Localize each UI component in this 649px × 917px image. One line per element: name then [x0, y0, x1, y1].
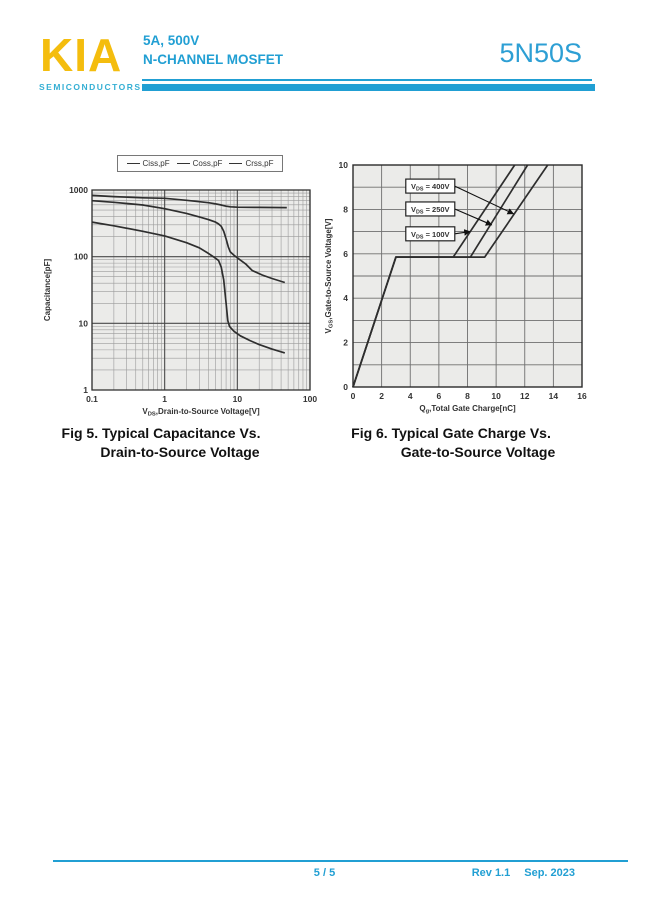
fig6-annotation-= 100V: VDS = 100V [405, 226, 471, 242]
spec-line2: N-CHANNEL MOSFET [143, 52, 283, 67]
footer-rule [53, 860, 628, 862]
svg-text:0.1: 0.1 [86, 394, 98, 404]
svg-text:2: 2 [379, 391, 384, 401]
fig5-curve-Coss [91, 199, 286, 284]
svg-text:1000: 1000 [69, 185, 88, 195]
legend-label: Crss,pF [245, 159, 274, 168]
svg-text:10: 10 [491, 391, 501, 401]
legend-line-sample [229, 163, 243, 164]
header-rule-thin [142, 79, 592, 81]
svg-text:VGS,Gate-to-Source Voltage[V]: VGS,Gate-to-Source Voltage[V] [324, 218, 335, 333]
logo-subtitle: SEMICONDUCTORS [39, 82, 142, 92]
fig5-curve-Ciss [91, 194, 287, 209]
svg-text:4: 4 [408, 391, 413, 401]
legend-line-sample [176, 163, 190, 164]
svg-text:VDS,Drain-to-Source Voltage[V]: VDS,Drain-to-Source Voltage[V] [142, 407, 260, 418]
fig6-annotation-= 250V: VDS = 250V [405, 201, 493, 226]
svg-text:12: 12 [520, 391, 530, 401]
rev-date: Sep. 2023 [524, 867, 575, 879]
svg-text:8: 8 [343, 204, 348, 214]
svg-text:Capacitance[pF]: Capacitance[pF] [43, 259, 52, 322]
legend-line-sample [126, 163, 140, 164]
svg-text:16: 16 [577, 391, 587, 401]
legend-label: Ciss,pF [142, 159, 170, 168]
svg-text:1: 1 [162, 394, 167, 404]
svg-text:100: 100 [74, 252, 88, 262]
svg-text:10: 10 [233, 394, 243, 404]
spec-line1: 5A, 500V [143, 33, 200, 48]
svg-text:Qg,Total Gate Charge[nC]: Qg,Total Gate Charge[nC] [419, 404, 516, 415]
fig6-caption-line2: Gate-to-Source Voltage [400, 444, 556, 460]
device-spec: 5A, 500V N-CHANNEL MOSFET [143, 31, 283, 69]
fig6-curve-V400V [352, 164, 549, 388]
svg-text:VDS = 250V: VDS = 250V [411, 205, 450, 216]
svg-text:6: 6 [437, 391, 442, 401]
legend-label: Coss,pF [192, 159, 223, 168]
legend-item-Ciss: Ciss,pF [126, 159, 170, 168]
svg-text:VDS = 400V: VDS = 400V [411, 182, 450, 193]
rev-label: Rev 1.1 [471, 867, 511, 879]
svg-text:VDS = 100V: VDS = 100V [411, 230, 450, 241]
fig5-plot-area [92, 190, 310, 390]
kia-logo: KIA [40, 29, 123, 81]
svg-text:100: 100 [303, 394, 317, 404]
revision-info: Rev 1.1 Sep. 2023 [472, 867, 575, 879]
svg-text:14: 14 [549, 391, 559, 401]
fig5-caption: Fig 5. Typical Capacitance Vs. Drain-to-… [35, 424, 325, 462]
page-number: 5 / 5 [313, 867, 336, 879]
fig6-gate-charge-chart: VDS = 400V VDS = 250V VDS = 100V 0 2 4 6 8 10 0 2 4… [324, 160, 587, 415]
svg-text:1: 1 [83, 385, 88, 395]
fig5-caption-line1: Fig 5. Typical Capacitance Vs. [61, 425, 261, 441]
svg-text:6: 6 [343, 249, 348, 259]
fig6-caption: Fig 6. Typical Gate Charge Vs. Gate-to-S… [330, 424, 620, 462]
fig5-curve-Crss [91, 221, 286, 354]
svg-text:2: 2 [343, 338, 348, 348]
fig6-annotation-= 400V: VDS = 400V [405, 178, 515, 215]
header-rule-thick [142, 84, 595, 91]
legend-item-Crss: Crss,pF [229, 159, 273, 168]
svg-text:8: 8 [465, 391, 470, 401]
legend-item-Coss: Coss,pF [176, 159, 223, 168]
svg-text:10: 10 [79, 318, 89, 328]
svg-text:0: 0 [351, 391, 356, 401]
svg-text:10: 10 [339, 160, 349, 170]
part-number: 5N50S [499, 38, 582, 68]
fig5-caption-line2: Drain-to-Source Voltage [100, 444, 260, 460]
fig6-caption-line1: Fig 6. Typical Gate Charge Vs. [351, 425, 551, 441]
svg-text:4: 4 [343, 293, 348, 303]
svg-text:0: 0 [343, 382, 348, 392]
fig5-legend: Ciss,pF Coss,pF Crss,pF [117, 155, 283, 172]
